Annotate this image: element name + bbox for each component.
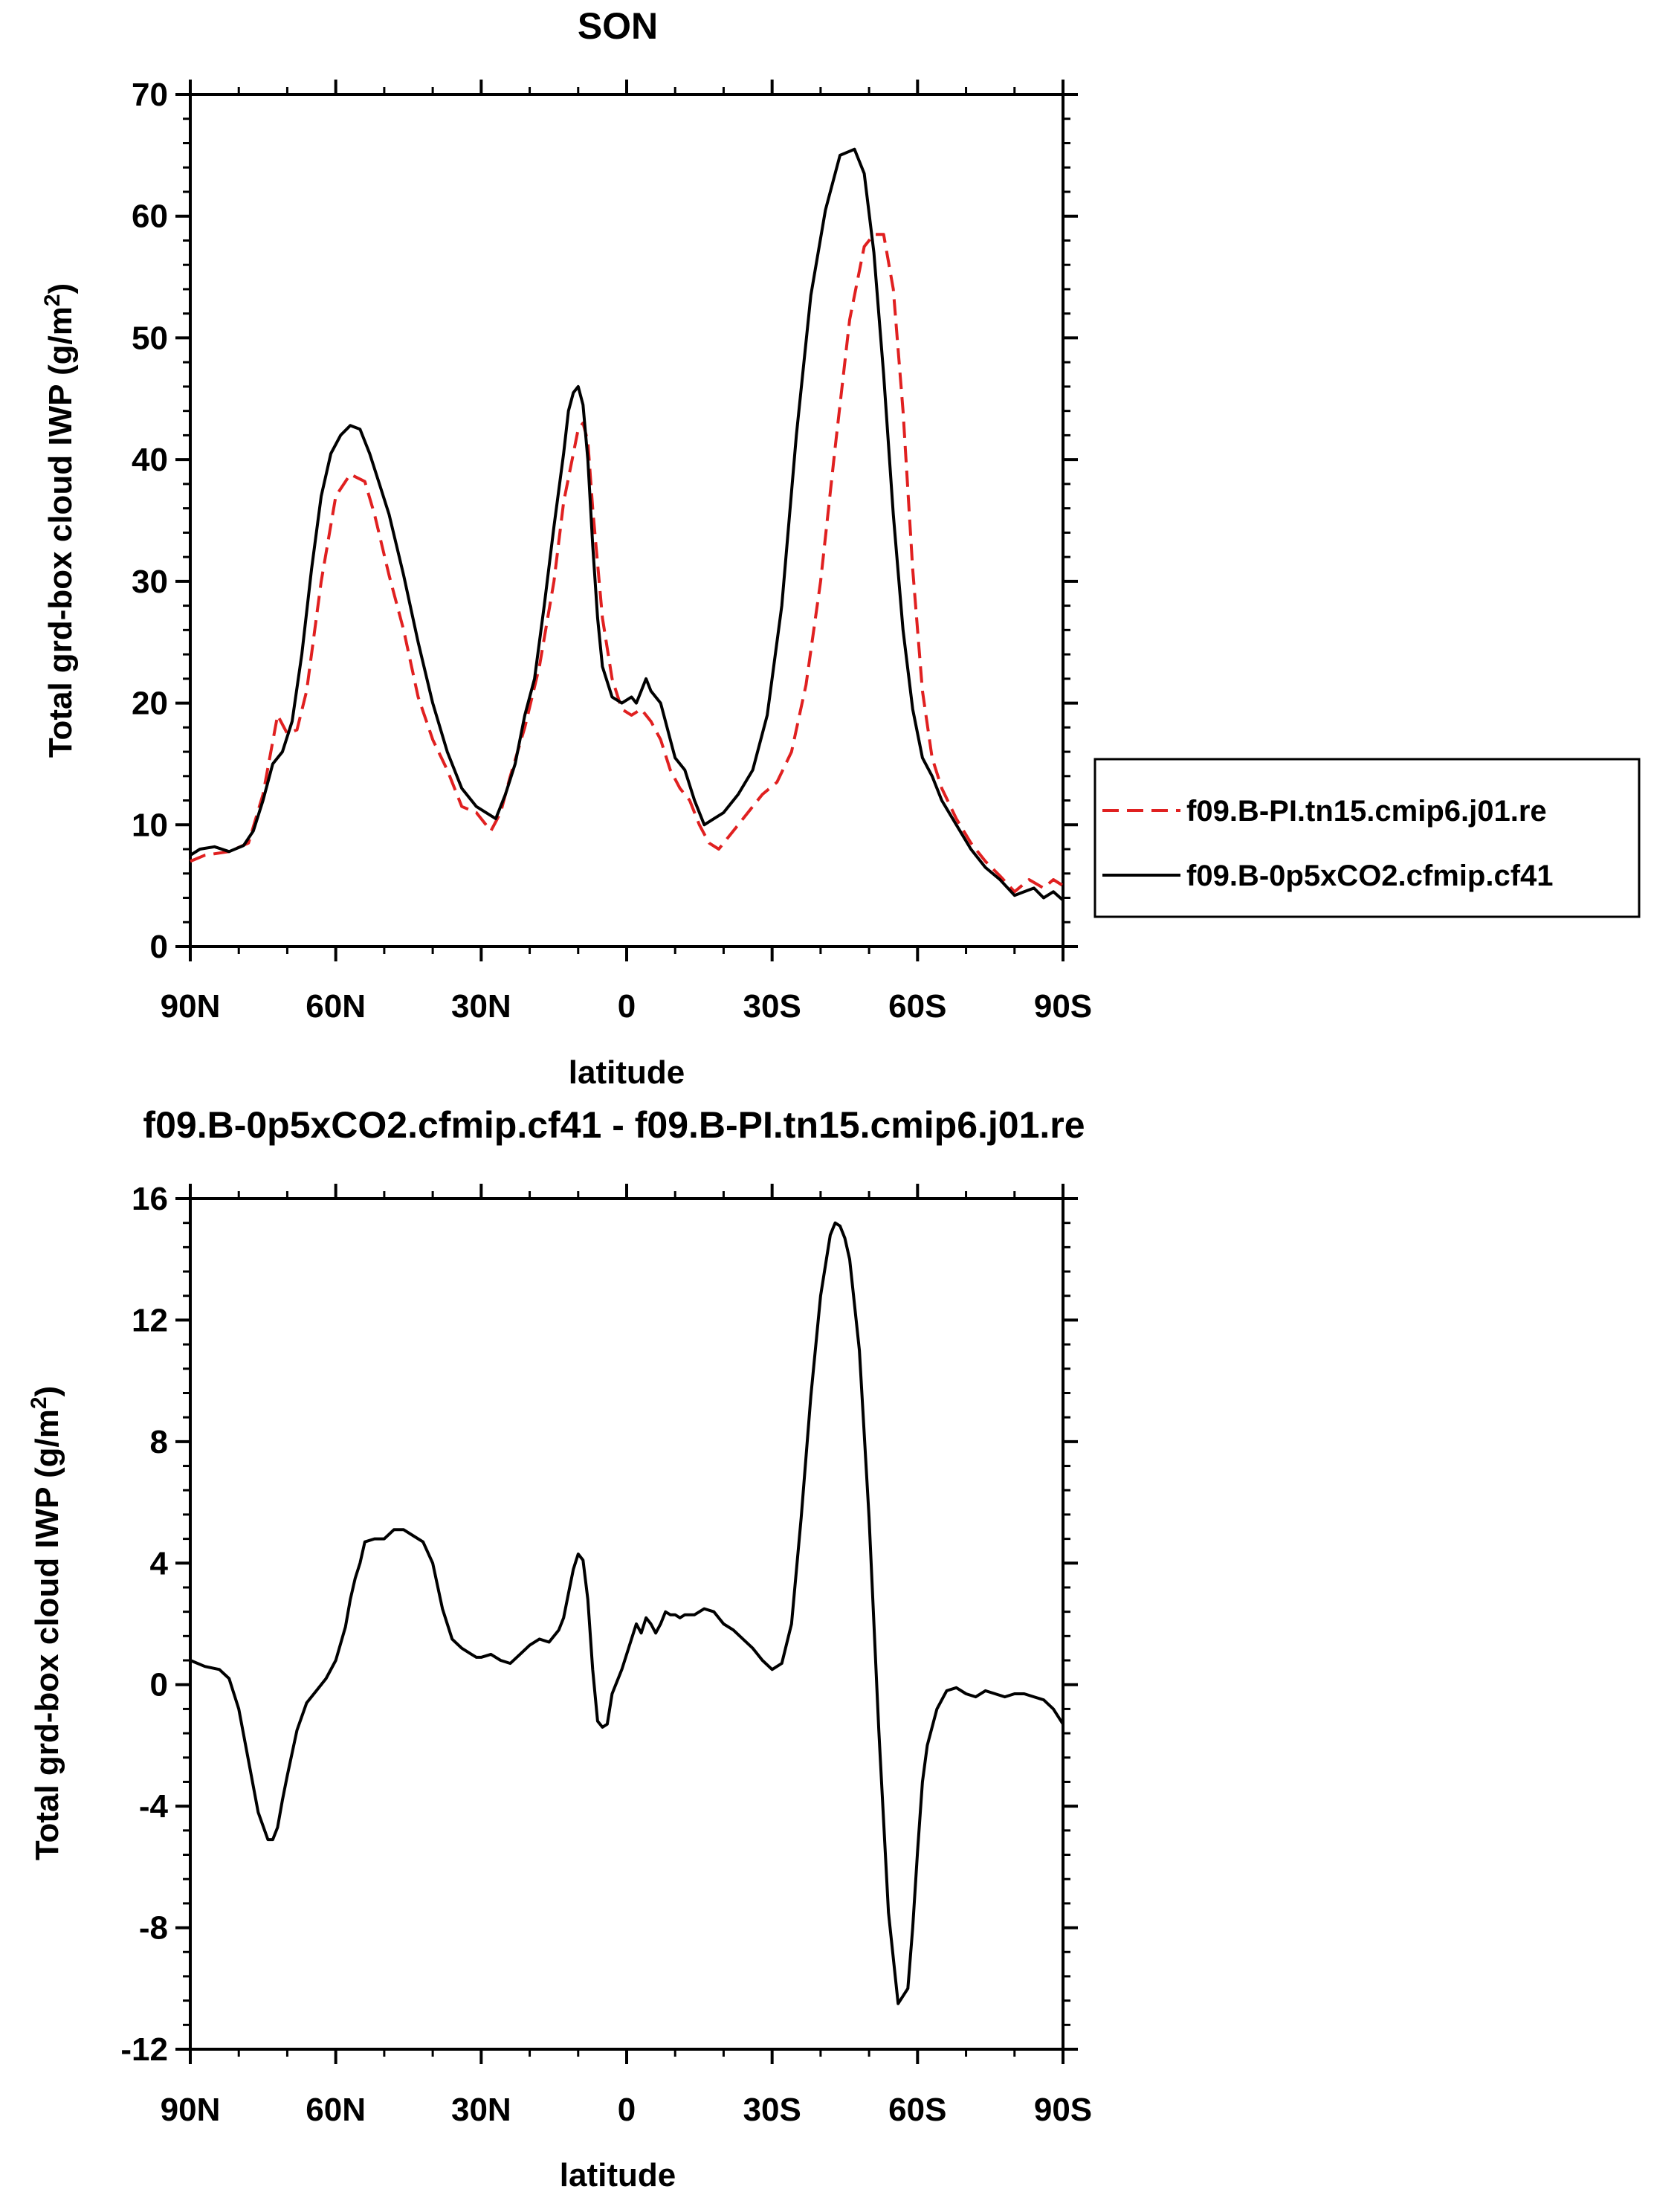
legend-entry-1: f09.B-PI.tn15.cmip6.j01.re xyxy=(1186,795,1547,828)
legend: f09.B-PI.tn15.cmip6.j01.re f09.B-0p5xCO2… xyxy=(1093,758,1641,918)
bottom-xtick-label: 0 xyxy=(618,2092,636,2128)
bottom-y-axis-label-close: ) xyxy=(29,1386,65,1397)
top-y-axis-label-close: ) xyxy=(42,283,79,294)
top-series-dashed-red xyxy=(190,233,1064,894)
top-ytick-label: 70 xyxy=(132,77,168,113)
top-ytick-label: 40 xyxy=(132,442,168,478)
top-y-axis-label-text: Total grd-box cloud IWP (g/m xyxy=(42,306,79,758)
top-ytick-label: 20 xyxy=(132,686,168,722)
top-y-axis-label-sup: 2 xyxy=(40,294,65,306)
bottom-xtick-label: 30N xyxy=(451,2092,511,2128)
top-xtick-label: 0 xyxy=(618,988,636,1025)
top-series-solid-black xyxy=(189,147,1064,902)
top-x-axis-label: latitude xyxy=(569,1054,685,1091)
bottom-ytick-label: -4 xyxy=(139,1788,169,1825)
bottom-ytick-label: 8 xyxy=(150,1424,168,1460)
bottom-ytick-label: -12 xyxy=(120,2031,168,2068)
bottom-xtick-label: 60N xyxy=(306,2092,366,2128)
bottom-ytick-label: 4 xyxy=(150,1545,169,1582)
top-xtick-label: 30S xyxy=(743,988,801,1025)
bottom-xtick-label: 90N xyxy=(161,2092,221,2128)
top-ytick-label: 0 xyxy=(150,929,168,965)
top-xtick-label: 30N xyxy=(451,988,511,1025)
top-ytick-label: 30 xyxy=(132,564,168,600)
top-xtick-label: 90S xyxy=(1034,988,1092,1025)
top-series-lines xyxy=(189,147,1064,902)
bottom-ytick-label: 16 xyxy=(132,1181,168,1217)
bottom-xtick-label: 90S xyxy=(1034,2092,1092,2128)
legend-entry-2: f09.B-0p5xCO2.cfmip.cf41 xyxy=(1186,860,1554,892)
legend-box xyxy=(1093,758,1641,918)
bottom-ytick-label: -8 xyxy=(139,1910,168,1947)
bottom-x-tick-labels: 90N 60N 30N 0 30S 60S 90S xyxy=(161,2092,1093,2128)
bottom-y-axis-label-sup: 2 xyxy=(27,1396,51,1409)
top-xtick-label: 60N xyxy=(306,988,366,1025)
bottom-xtick-label: 30S xyxy=(743,2092,801,2128)
bottom-y-axis-label: Total grd-box cloud IWP (g/m2) xyxy=(27,1386,65,1860)
top-ytick-label: 50 xyxy=(132,320,168,356)
bottom-axis-ticks xyxy=(175,1184,1078,2064)
bottom-plot-frame xyxy=(189,1197,1064,2051)
top-xtick-label: 60S xyxy=(888,988,946,1025)
top-axis-ticks xyxy=(175,80,1078,961)
bottom-y-tick-labels: -12 -8 -4 0 4 8 12 16 xyxy=(120,1181,168,2068)
top-ytick-label: 60 xyxy=(132,199,168,235)
bottom-x-axis-label: latitude xyxy=(560,2157,676,2189)
top-x-tick-labels: 90N 60N 30N 0 30S 60S 90S xyxy=(161,988,1093,1025)
top-y-axis-label: Total grd-box cloud IWP (g/m2) xyxy=(40,283,79,758)
bottom-ytick-label: 0 xyxy=(150,1667,168,1703)
bottom-panel: f09.B-0p5xCO2.cfmip.cf41 - f09.B-PI.tn15… xyxy=(27,1104,1092,2189)
top-ytick-label: 10 xyxy=(132,807,168,843)
bottom-series-solid-black xyxy=(190,1221,1064,2005)
top-xtick-label: 90N xyxy=(161,988,221,1025)
bottom-series-lines xyxy=(190,1221,1064,2005)
bottom-y-axis-label-text: Total grd-box cloud IWP (g/m xyxy=(29,1409,65,1860)
top-plot-frame xyxy=(189,93,1064,948)
top-chart-title: SON xyxy=(578,5,658,47)
bottom-chart-title: f09.B-0p5xCO2.cfmip.cf41 - f09.B-PI.tn15… xyxy=(143,1104,1085,1146)
top-y-tick-labels: 0 10 20 30 40 50 60 70 xyxy=(132,77,168,965)
bottom-xtick-label: 60S xyxy=(888,2092,946,2128)
bottom-ytick-label: 12 xyxy=(132,1302,168,1338)
